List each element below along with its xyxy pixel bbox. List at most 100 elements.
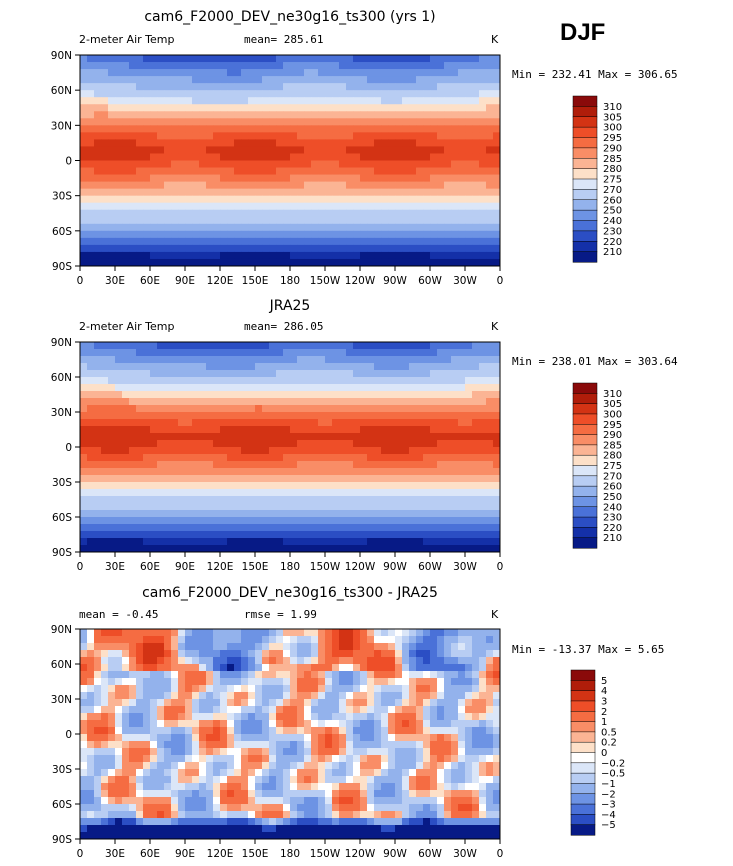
heatmap-cell — [171, 503, 179, 511]
heatmap-cell — [276, 398, 284, 406]
heatmap-cell — [444, 475, 452, 483]
heatmap-cell — [185, 62, 193, 70]
heatmap-cell — [423, 692, 431, 700]
heatmap-cell — [220, 454, 228, 462]
heatmap-cell — [80, 104, 88, 112]
heatmap-cell — [241, 237, 249, 246]
heatmap-cell — [444, 748, 452, 756]
heatmap-cell — [269, 454, 277, 462]
heatmap-cell — [115, 419, 123, 427]
heatmap-cell — [346, 475, 354, 483]
heatmap-cell — [458, 685, 466, 693]
heatmap-cell — [479, 475, 487, 483]
heatmap-cell — [402, 685, 410, 693]
heatmap-cell — [241, 244, 249, 253]
colorbar-swatch — [572, 126, 598, 139]
heatmap-cell — [206, 132, 214, 140]
heatmap-cell — [248, 258, 256, 267]
heatmap-cell — [213, 468, 221, 476]
heatmap-cell — [199, 517, 207, 525]
heatmap-cell — [136, 524, 144, 532]
heatmap-cell — [290, 384, 298, 392]
heatmap-cell — [136, 531, 144, 539]
heatmap-cell — [213, 363, 221, 371]
heatmap-cell — [430, 132, 438, 140]
heatmap-cell — [374, 699, 382, 707]
heatmap-cell — [402, 671, 410, 679]
heatmap-cell — [143, 482, 151, 490]
heatmap-cell — [451, 748, 459, 756]
heatmap-cell — [332, 734, 340, 742]
heatmap-cell — [143, 454, 151, 462]
heatmap-cell — [416, 531, 424, 539]
heatmap-cell — [143, 76, 151, 84]
heatmap-cell — [374, 258, 382, 267]
heatmap-cell — [115, 258, 123, 267]
x-tick-label: 30W — [453, 275, 477, 287]
heatmap-cell — [171, 699, 179, 707]
heatmap-cell — [339, 104, 347, 112]
heatmap-cell — [430, 517, 438, 525]
heatmap-cell — [171, 202, 179, 211]
heatmap-cell — [416, 454, 424, 462]
heatmap-cell — [458, 496, 466, 504]
heatmap-cell — [157, 405, 165, 413]
heatmap-cell — [262, 643, 270, 651]
heatmap-cell — [381, 545, 389, 553]
heatmap-cell — [171, 447, 179, 455]
heatmap-cell — [493, 748, 501, 756]
heatmap-cell — [297, 447, 305, 455]
heatmap-cell — [192, 237, 200, 246]
heatmap-cell — [325, 636, 333, 644]
heatmap-cell — [213, 629, 221, 637]
heatmap-cell — [381, 69, 389, 77]
heatmap-cell — [423, 195, 431, 204]
heatmap-cell — [262, 244, 270, 253]
heatmap-cell — [381, 678, 389, 686]
heatmap-cell — [465, 223, 473, 232]
heatmap-cell — [290, 636, 298, 644]
heatmap-cell — [479, 391, 487, 399]
heatmap-cell — [101, 62, 109, 70]
heatmap-cell — [304, 97, 312, 105]
heatmap-cell — [402, 174, 410, 182]
heatmap-cell — [164, 699, 172, 707]
heatmap-cell — [192, 433, 200, 441]
heatmap-cell — [241, 685, 249, 693]
heatmap-cell — [234, 188, 242, 197]
heatmap-cell — [374, 153, 382, 161]
heatmap-cell — [402, 755, 410, 763]
heatmap-cell — [192, 62, 200, 70]
heatmap-cell — [220, 174, 228, 182]
heatmap-cell — [115, 433, 123, 441]
heatmap-cell — [290, 377, 298, 385]
heatmap-cell — [178, 195, 186, 204]
heatmap-cell — [227, 174, 235, 182]
heatmap-cell — [248, 517, 256, 525]
heatmap-cell — [486, 741, 494, 749]
heatmap-cell — [395, 475, 403, 483]
heatmap-cell — [87, 699, 95, 707]
heatmap-cell — [465, 349, 473, 357]
heatmap-cell — [136, 230, 144, 239]
heatmap-cell — [346, 468, 354, 476]
heatmap-cell — [493, 531, 501, 539]
heatmap-cell — [381, 531, 389, 539]
heatmap-cell — [304, 629, 312, 637]
heatmap-cell — [409, 146, 417, 154]
heatmap-cell — [290, 83, 298, 91]
heatmap-cell — [241, 398, 249, 406]
heatmap-cell — [122, 769, 130, 777]
heatmap-cell — [486, 132, 494, 140]
heatmap-cell — [416, 76, 424, 84]
heatmap-cell — [171, 181, 179, 190]
heatmap-cell — [451, 363, 459, 371]
heatmap-cell — [444, 244, 452, 253]
heatmap-cell — [255, 699, 263, 707]
heatmap-cell — [178, 706, 186, 714]
heatmap-cell — [115, 685, 123, 693]
heatmap-cell — [290, 755, 298, 763]
heatmap-cell — [199, 97, 207, 105]
heatmap-cell — [227, 104, 235, 112]
heatmap-cell — [192, 391, 200, 399]
